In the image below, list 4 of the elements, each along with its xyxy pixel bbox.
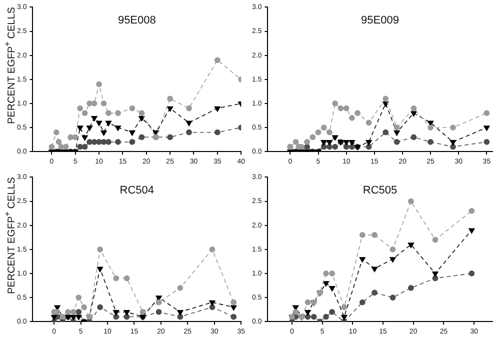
text: 95E009 [361,14,399,27]
text: RC504 [120,184,154,197]
text: RC505 [362,184,398,197]
text: 95E008 [118,14,156,27]
